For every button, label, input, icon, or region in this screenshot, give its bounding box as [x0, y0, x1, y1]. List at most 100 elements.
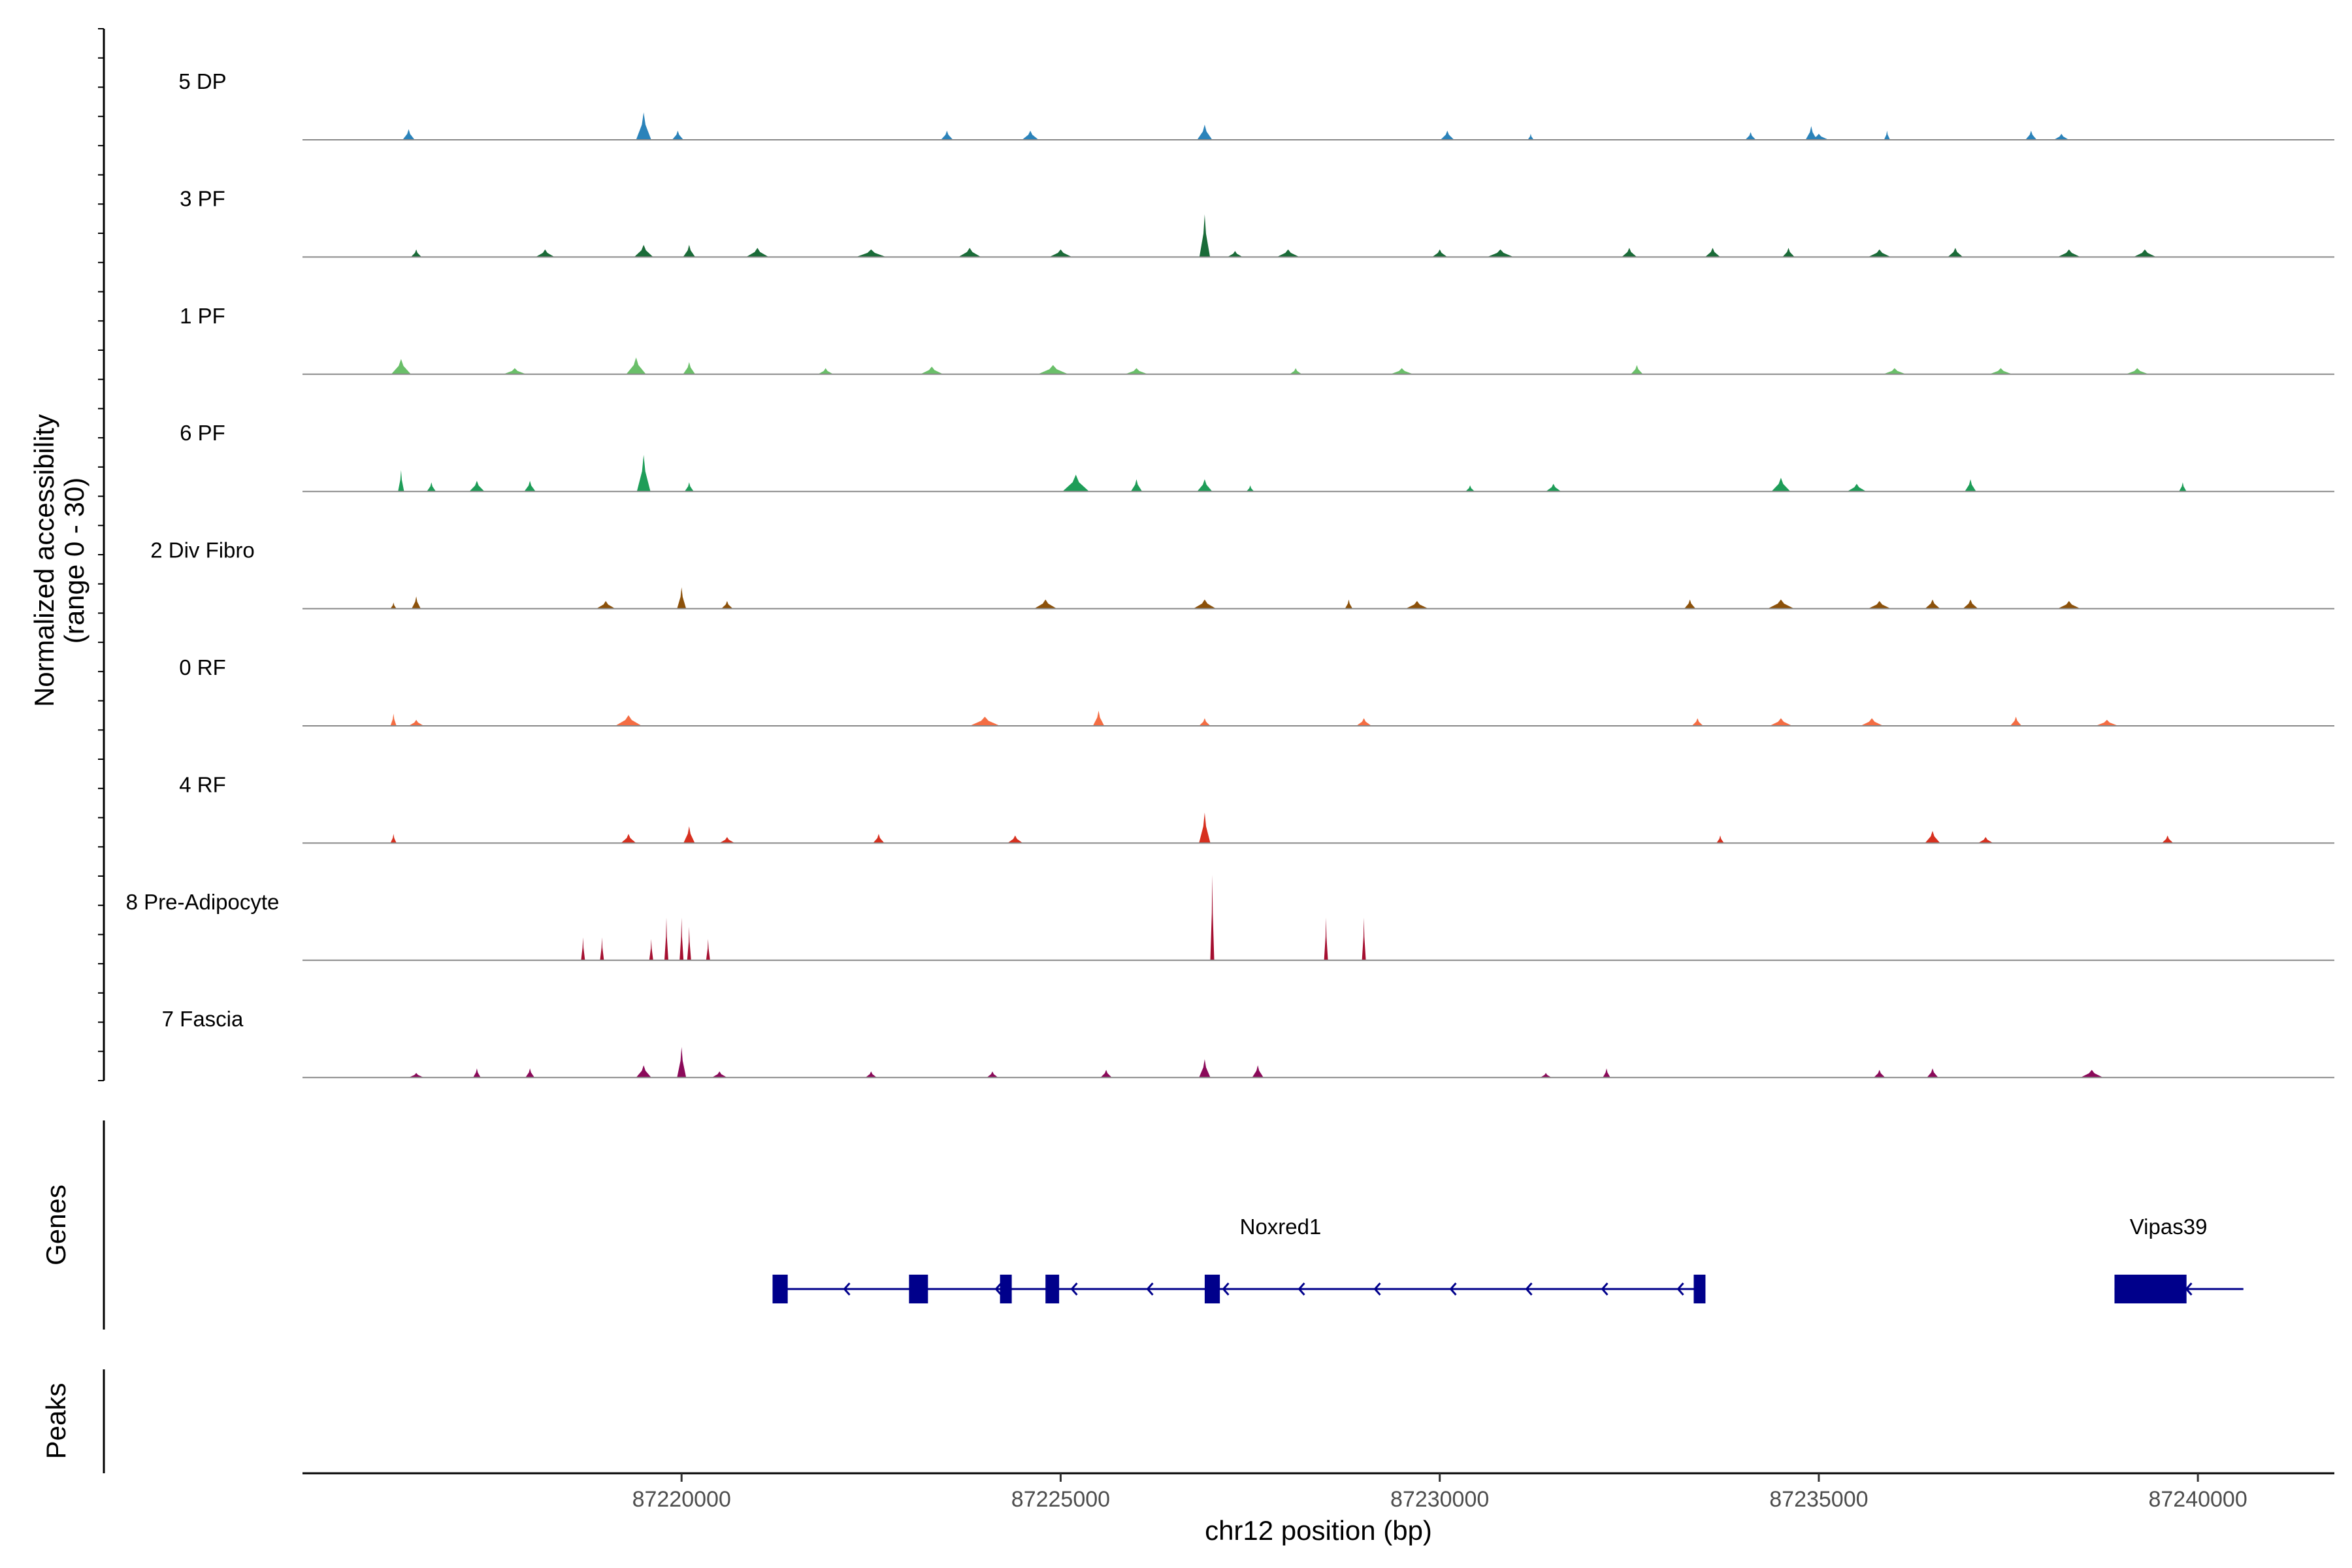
- coverage-peak: [1100, 1070, 1112, 1078]
- coverage-peak: [427, 482, 436, 492]
- coverage-peak: [1199, 1059, 1211, 1078]
- track-label: 1 PF: [180, 304, 225, 328]
- coverage-peak: [469, 480, 485, 492]
- track-5-dp: 5 DP: [178, 69, 2334, 140]
- track-8-pre-adipocyte: 8 Pre-Adipocyte: [126, 875, 2334, 961]
- coverage-peak: [1705, 248, 1720, 257]
- coverage-peak: [677, 587, 687, 609]
- coverage-peak: [1487, 249, 1514, 257]
- coverage-peak: [2057, 249, 2081, 257]
- coverage-peak: [408, 719, 424, 726]
- coverage-peak: [987, 1071, 998, 1078]
- coverage-peak: [1246, 485, 1254, 492]
- coverage-peak: [391, 359, 411, 374]
- coverage-peak: [679, 917, 684, 960]
- y-axis-label: Normalized accessibility: [29, 414, 59, 707]
- strand-arrow: [1676, 1282, 1684, 1296]
- track-6-pf: 6 PF: [180, 421, 2334, 493]
- strand-arrow: [843, 1282, 851, 1296]
- coverage-peak: [412, 596, 421, 609]
- track-label: 3 PF: [180, 186, 225, 210]
- coverage-peak: [1927, 1068, 1938, 1078]
- coverage-peak: [1622, 248, 1637, 257]
- coverage-peak: [1007, 835, 1023, 843]
- genes-panel-title: Genes: [41, 1184, 71, 1266]
- track-label: 6 PF: [180, 421, 225, 445]
- coverage-peak: [2053, 133, 2069, 140]
- coverage-peak: [1769, 718, 1793, 726]
- coverage-peak: [1782, 248, 1795, 257]
- coverage-peak: [2057, 600, 2081, 609]
- coverage-peak: [410, 249, 422, 257]
- gene-exon: [2114, 1275, 2187, 1303]
- coverage-peak: [1883, 368, 1906, 374]
- coverage-peak: [1808, 133, 1829, 140]
- coverage-peak: [525, 1068, 535, 1078]
- strand-arrow: [1146, 1282, 1154, 1296]
- coverage-peak: [818, 368, 834, 374]
- coverage-peak: [1771, 478, 1791, 492]
- track-label: 4 RF: [179, 772, 226, 796]
- coverage-peak: [745, 248, 769, 257]
- coverage-peak: [398, 470, 404, 492]
- coverage-peak: [856, 249, 887, 257]
- coverage-peak: [1716, 835, 1724, 843]
- coverage-peak: [535, 249, 555, 257]
- coverage-peak: [1868, 600, 1891, 609]
- track-4-rf: 4 RF: [179, 772, 2334, 844]
- coverage-peak: [865, 1071, 877, 1078]
- coverage-peak: [1989, 368, 2012, 374]
- x-tick-label: 87220000: [632, 1487, 731, 1512]
- coverage-peak: [2125, 368, 2149, 374]
- coverage-peak: [649, 939, 653, 960]
- coverage-peak: [1847, 483, 1867, 492]
- x-tick-label: 87240000: [2148, 1487, 2247, 1512]
- coverage-peak: [1527, 133, 1534, 140]
- coverage-peak: [1197, 124, 1213, 140]
- coverage-peak: [920, 367, 943, 374]
- coverage-tracks: 5 DP 3 PF 1 PF 6 PF 2 Div Fibro 0 RF 4 RF 8 Pre…: [126, 69, 2334, 1079]
- coverage-peak: [1691, 718, 1703, 726]
- coverage-peak: [1925, 830, 1940, 843]
- track-1-pf: 1 PF: [180, 304, 2334, 375]
- coverage-panel: Normalized accessibility (range 0 - 30) …: [29, 28, 2334, 1081]
- track-2-div-fibro: 2 Div Fibro: [150, 538, 2334, 610]
- coverage-peak: [621, 834, 636, 843]
- coverage-peak: [1884, 131, 1890, 140]
- coverage-peak: [677, 1047, 687, 1078]
- coverage-peak: [1125, 368, 1148, 374]
- coverage-peak: [721, 600, 733, 609]
- coverage-peak: [873, 834, 885, 843]
- strand-arrow: [1373, 1282, 1381, 1296]
- coverage-peak: [1465, 485, 1475, 492]
- x-tick-label: 87235000: [1769, 1487, 1868, 1512]
- coverage-peak: [2010, 717, 2022, 726]
- strand-arrow: [1449, 1282, 1457, 1296]
- coverage-peak: [636, 1065, 651, 1078]
- coverage-peak: [1978, 837, 1993, 843]
- coverage-peak: [1963, 599, 1978, 609]
- track-0-rf: 0 RF: [179, 655, 2334, 727]
- coverage-peak: [1860, 718, 1884, 726]
- track-7-fascia: 7 Fascia: [162, 1007, 2334, 1079]
- gene-exon: [1045, 1275, 1060, 1303]
- coverage-peak: [672, 131, 684, 140]
- coverage-peak: [1540, 1073, 1552, 1078]
- coverage-peak: [711, 1071, 727, 1078]
- coverage-peak: [1390, 368, 1414, 374]
- coverage-peak: [390, 713, 397, 726]
- coverage-peak: [2025, 131, 2037, 140]
- strand-arrow: [1298, 1282, 1305, 1296]
- track-label: 5 DP: [178, 69, 226, 93]
- coverage-peak: [683, 244, 696, 257]
- coverage-peak: [1362, 917, 1366, 960]
- coverage-peak: [1405, 600, 1429, 609]
- coverage-peak: [1345, 599, 1353, 609]
- coverage-peak: [1252, 1065, 1264, 1078]
- coverage-peak: [581, 937, 585, 960]
- gene-exon: [1693, 1275, 1706, 1303]
- gene-models: Noxred1 Vipas39: [772, 1215, 2244, 1303]
- coverage-peak: [1440, 131, 1454, 140]
- coverage-peak: [1965, 479, 1976, 492]
- peaks-panel: Peaks: [41, 1369, 105, 1473]
